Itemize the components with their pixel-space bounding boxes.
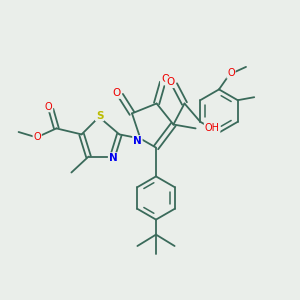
Text: S: S: [96, 110, 103, 121]
Text: O: O: [161, 74, 169, 85]
Text: O: O: [227, 68, 235, 78]
Text: OH: OH: [205, 123, 220, 134]
Text: O: O: [166, 77, 174, 87]
Text: N: N: [109, 153, 118, 163]
Text: N: N: [133, 136, 142, 146]
Text: O: O: [33, 132, 41, 142]
Text: O: O: [113, 88, 121, 98]
Text: O: O: [45, 101, 52, 112]
